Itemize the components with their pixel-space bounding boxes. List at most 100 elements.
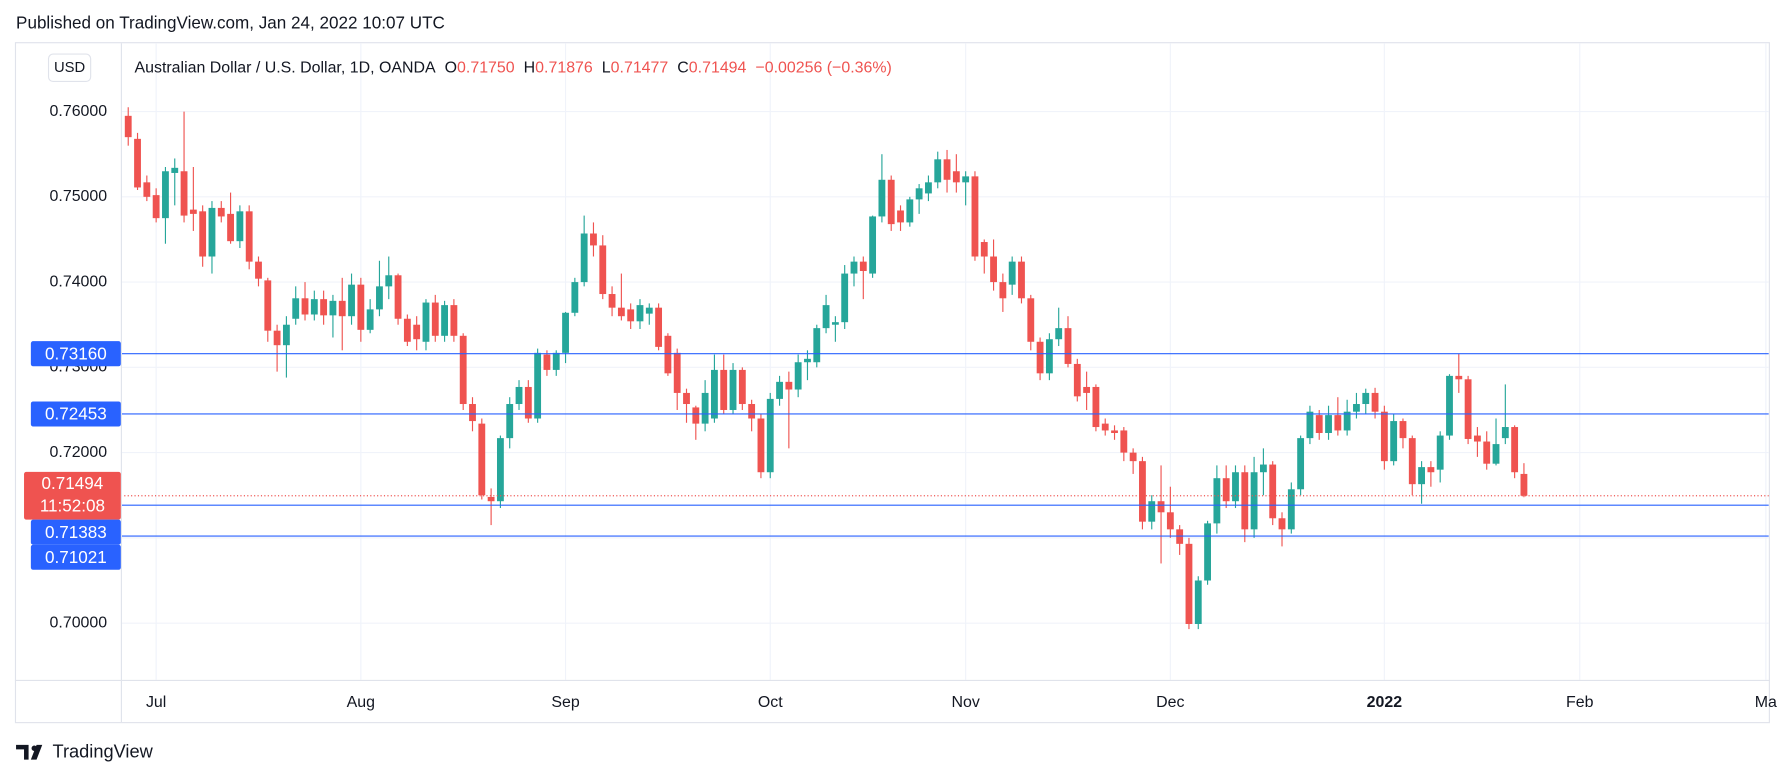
candle-body [394, 275, 402, 319]
candle-body [1473, 435, 1481, 442]
legend-l-label: L [602, 60, 611, 77]
candle-body [804, 358, 811, 363]
candle-body [1157, 501, 1165, 513]
candle-body [971, 176, 979, 257]
candle-body [134, 138, 141, 188]
candle-body [841, 273, 849, 323]
candle-body [887, 179, 895, 225]
candle-body [1232, 472, 1239, 502]
candle-body [1464, 379, 1472, 439]
legend-change: −0.00256 (−0.36%) [755, 60, 891, 77]
candle-body [366, 309, 374, 330]
candle-body [469, 404, 476, 422]
x-tick-label: 2022 [1367, 694, 1403, 711]
candle-body [152, 195, 160, 219]
candle-body [310, 299, 318, 315]
candle-body [1371, 392, 1379, 412]
candle-body [413, 324, 421, 340]
candle-body [487, 496, 495, 502]
candle-body [1036, 341, 1044, 374]
y-tick-label: 0.76000 [50, 103, 108, 120]
x-tick-label: Feb [1566, 694, 1594, 711]
candle-body [1250, 472, 1258, 530]
candle-body [701, 392, 709, 424]
candle-body [524, 386, 532, 419]
candle-body [1064, 328, 1072, 364]
candle-body [990, 256, 997, 283]
candle-body [962, 176, 970, 183]
x-tick-label: Sep [551, 694, 579, 711]
candle-body [422, 302, 430, 342]
currency-button[interactable] [47, 53, 92, 82]
candle-body [431, 302, 439, 336]
candle-body [1139, 461, 1146, 522]
y-tick-label: 0.70000 [50, 614, 108, 631]
candle-body [1297, 438, 1305, 490]
candle-body [292, 298, 300, 319]
candle-body [1101, 423, 1109, 431]
candle-body [1166, 512, 1174, 530]
candle-body [925, 182, 932, 194]
candle-body [1259, 464, 1267, 473]
last-price-label: 0.71494 [42, 474, 104, 493]
footer-brand: TradingView [53, 742, 154, 762]
candle-body [162, 171, 169, 219]
candle-body [1492, 444, 1500, 464]
candle-body [385, 275, 393, 287]
candle-body [208, 207, 216, 257]
candle-body [1148, 501, 1156, 522]
legend-h-label: H [524, 60, 536, 77]
candle-body [655, 307, 663, 347]
candle-body [1446, 375, 1453, 436]
candle-body [1269, 464, 1277, 519]
legend-c-label: C [677, 60, 689, 77]
candle-body [831, 322, 839, 325]
x-tick-label: Ma [1755, 694, 1777, 711]
candle-body [1129, 452, 1137, 462]
candle-body [273, 330, 281, 346]
candle-body [785, 381, 793, 390]
candle-body [1390, 421, 1398, 462]
x-tick-label: Jul [146, 694, 166, 711]
candle-body [1120, 430, 1128, 453]
candle-body [1427, 467, 1435, 473]
price-labels: 0.73160 0.72453 0.71494 11:52:08 0.71383 0.71… [24, 341, 121, 570]
price-line-label-bg [30, 519, 121, 545]
candle-body [552, 352, 560, 370]
y-tick-label: 0.74000 [50, 273, 108, 290]
price-line-label-bg [30, 544, 121, 570]
candle-body [515, 386, 523, 405]
candle-body [459, 335, 467, 405]
candle-body [143, 182, 151, 197]
legend: Australian Dollar / U.S. Dollar, 1D, OAN… [135, 60, 892, 77]
candle-body [590, 233, 597, 246]
candle-body [692, 407, 700, 424]
x-tick-label: Oct [758, 694, 783, 711]
candle-body [711, 369, 718, 419]
candles [120, 107, 1769, 630]
candle-body [543, 354, 551, 370]
candle-body [171, 167, 179, 173]
currency-label[interactable]: USD [54, 60, 85, 76]
candle-body [1501, 427, 1509, 439]
candle-body [729, 369, 737, 410]
candle-body [1204, 523, 1211, 581]
candle-body [1380, 411, 1388, 462]
candle-body [1483, 441, 1491, 464]
candle-body [255, 261, 262, 279]
candle-body [227, 213, 234, 242]
candle-body [534, 352, 542, 419]
candle-body [1362, 392, 1370, 405]
candle-body [236, 211, 244, 242]
candle-body [124, 115, 132, 138]
x-tick-label: Aug [347, 694, 375, 711]
candle-body [980, 242, 988, 257]
candle-body [1418, 467, 1425, 485]
candle-body [645, 307, 653, 314]
candle-body [329, 300, 337, 316]
candle-body [264, 280, 272, 331]
candle-body [1111, 430, 1118, 434]
candle-body [506, 404, 514, 439]
candle-body [1511, 427, 1519, 473]
candle-body [1436, 435, 1444, 470]
